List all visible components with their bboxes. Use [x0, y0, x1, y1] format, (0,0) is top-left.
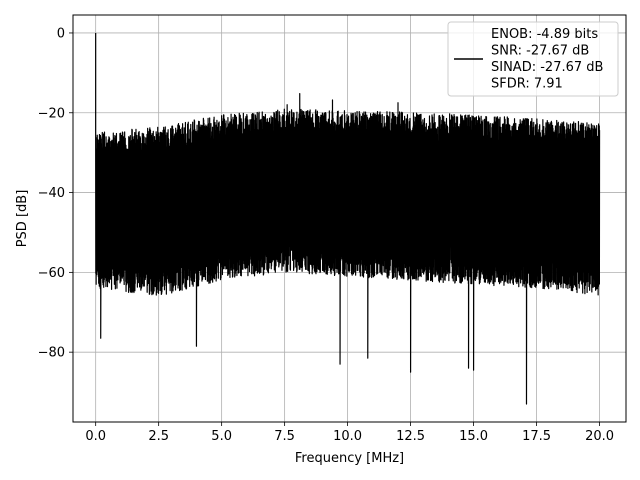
y-tick-label: −60 — [38, 266, 65, 281]
x-tick-label: 20.0 — [585, 429, 614, 444]
y-tick-label: 0 — [57, 26, 65, 41]
legend-entry-enob: ENOB: -4.89 bits — [491, 27, 598, 42]
x-axis-ticks: 0.0 2.5 5.0 7.5 10.0 12.5 15.0 17.5 20.0 — [85, 422, 614, 444]
legend-entry-snr: SNR: -27.67 dB — [491, 44, 589, 59]
y-tick-label: −20 — [38, 106, 65, 121]
legend-box — [447, 21, 619, 97]
x-tick-label: 10.0 — [333, 429, 362, 444]
legend-entry-sinad: SINAD: -27.67 dB — [491, 60, 603, 75]
legend: ENOB: -4.89 bits SNR: -27.67 dB SINAD: -… — [447, 21, 619, 97]
y-tick-label: −80 — [38, 346, 65, 361]
x-tick-label: 7.5 — [274, 429, 295, 444]
x-tick-label: 12.5 — [396, 429, 425, 444]
x-tick-label: 5.0 — [211, 429, 232, 444]
x-tick-label: 17.5 — [522, 429, 551, 444]
psd-line — [95, 32, 601, 405]
y-axis-label: PSD [dB] — [15, 190, 30, 248]
x-axis-label: Frequency [MHz] — [295, 451, 404, 466]
y-tick-label: −40 — [38, 186, 65, 201]
legend-entry-sfdr: SFDR: 7.91 — [491, 77, 563, 92]
plot-frame — [72, 14, 627, 423]
x-tick-label: 15.0 — [459, 429, 488, 444]
x-tick-label: 2.5 — [148, 429, 169, 444]
psd-series — [95, 32, 601, 405]
x-tick-label: 0.0 — [85, 429, 106, 444]
y-axis-ticks: 0 −20 −40 −60 −80 — [38, 26, 73, 361]
